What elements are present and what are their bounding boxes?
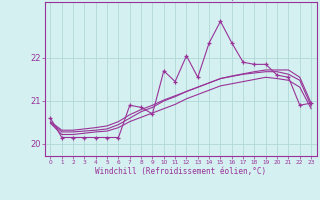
Title: Courbe du refroidissement éolien pour Anholt: Courbe du refroidissement éolien pour An… [79, 0, 283, 1]
X-axis label: Windchill (Refroidissement éolien,°C): Windchill (Refroidissement éolien,°C) [95, 167, 266, 176]
